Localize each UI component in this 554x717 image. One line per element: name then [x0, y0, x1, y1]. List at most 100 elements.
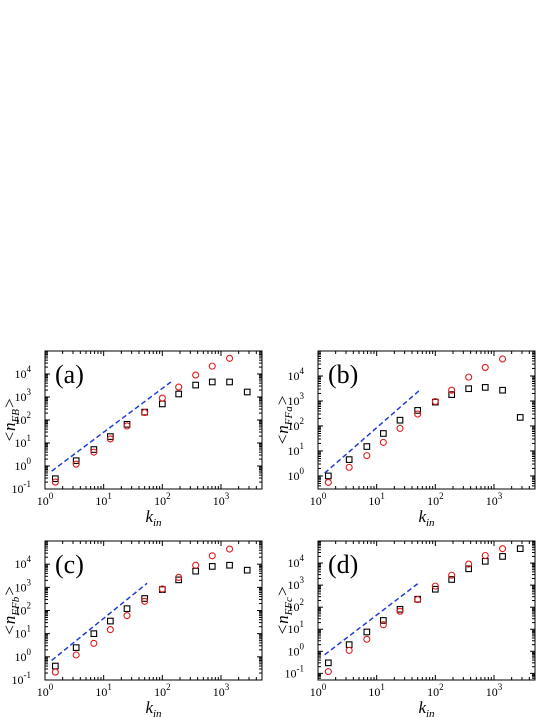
data-point-circle [363, 635, 371, 643]
data-point-circle [51, 478, 59, 486]
data-point-square [499, 386, 506, 394]
data-point-circle [175, 573, 183, 581]
x-tick-label: 102 [154, 491, 171, 508]
data-point-circle [324, 668, 332, 676]
data-point-circle [414, 596, 422, 604]
x-tick-label: 101 [368, 491, 385, 508]
data-point-circle [324, 478, 332, 486]
data-point-square [379, 617, 387, 624]
data-point-circle [158, 394, 166, 402]
data-point-square [208, 378, 216, 386]
data-point-circle [465, 560, 473, 568]
data-point-circle [208, 552, 216, 560]
x-tick-label: 103 [213, 491, 230, 508]
x-tick-label: 103 [486, 491, 503, 508]
data-point-circle [448, 571, 456, 579]
y-tick-label: 100 [288, 641, 305, 658]
fit-line [324, 581, 421, 656]
data-point-square [175, 576, 183, 584]
panel-label: (d) [328, 550, 358, 579]
data-point-square [465, 565, 473, 573]
data-point-circle [363, 452, 371, 460]
data-point-square [123, 605, 131, 613]
data-point-circle [208, 362, 216, 370]
data-point-circle [431, 582, 439, 590]
data-point-square [465, 385, 473, 393]
data-point-square [324, 472, 332, 480]
y-tick-label: 102 [15, 601, 32, 618]
y-tick-label: 10-1 [12, 670, 32, 687]
data-point-circle [465, 373, 473, 381]
data-point-square [516, 414, 524, 421]
panel-label: (b) [328, 360, 358, 389]
data-point-circle [499, 545, 507, 553]
data-point-circle [431, 397, 439, 406]
data-point-circle [123, 612, 131, 620]
x-tick-label: 100 [310, 682, 327, 699]
x-axis-label: kin [145, 507, 162, 529]
data-point-circle [414, 410, 422, 418]
data-point-square [363, 443, 371, 450]
y-axis-label: <nFB> [0, 398, 22, 443]
panel-d: 100 101 102 103 10-1 100 101 102 103 104 (d) kin <nF… [273, 540, 536, 717]
x-tick-label: 102 [154, 682, 171, 699]
data-point-circle [226, 354, 234, 362]
data-point-square [379, 430, 387, 437]
data-point-circle [226, 545, 234, 553]
y-tick-label: 100 [288, 466, 305, 483]
data-point-square [51, 475, 59, 483]
panel-a: 100 101 102 103 10-1 100 101 102 103 104 (a) kin <nF… [0, 350, 263, 529]
y-axis-label: <nFFb> [0, 585, 22, 635]
data-point-square [175, 390, 183, 398]
x-tick-label: 102 [427, 491, 444, 508]
data-point-circle [90, 639, 98, 647]
y-tick-label: 104 [288, 553, 305, 570]
data-point-square [396, 416, 404, 424]
y-axis-label: <nFFc> [273, 586, 295, 636]
x-tick-label: 101 [368, 682, 385, 699]
data-point-square [226, 378, 233, 386]
fit-line [51, 381, 172, 472]
data-point-circle [123, 422, 131, 430]
data-point-square [243, 566, 251, 574]
data-point-square [431, 585, 439, 593]
data-point-square [106, 617, 114, 625]
panel-label: (c) [55, 550, 84, 579]
data-point-circle [192, 371, 200, 379]
data-point-circle [141, 409, 149, 417]
data-point-square [192, 567, 200, 575]
y-tick-label: 103 [288, 391, 305, 408]
y-axis-label: <nFFa> [273, 395, 295, 445]
data-point-circle [448, 386, 456, 394]
x-tick-label: 101 [95, 491, 112, 508]
y-tick-label: 101 [288, 441, 305, 458]
data-point-square [192, 381, 200, 389]
data-point-circle [51, 668, 59, 676]
data-point-circle [345, 463, 353, 471]
y-tick-label: 10-1 [285, 663, 305, 680]
data-point-circle [379, 438, 387, 446]
y-tick-label: 101 [288, 619, 305, 636]
x-axis-label: kin [418, 507, 435, 529]
data-point-square [141, 595, 149, 602]
x-tick-label: 100 [310, 491, 327, 508]
x-tick-label: 100 [37, 682, 54, 699]
data-point-circle [481, 551, 489, 560]
x-axis-label: kin [418, 698, 435, 717]
data-point-square [243, 388, 251, 396]
data-point-square [106, 433, 114, 440]
data-point-circle [396, 607, 404, 615]
data-point-circle [481, 363, 489, 371]
data-point-circle [106, 626, 114, 634]
y-tick-label: 104 [15, 364, 32, 381]
panel-label: (a) [55, 360, 84, 389]
data-point-circle [175, 383, 183, 391]
data-point-square [158, 400, 166, 408]
data-point-square [363, 628, 371, 636]
data-point-circle [192, 561, 200, 569]
data-point-circle [396, 424, 404, 432]
data-point-square [51, 662, 59, 670]
data-point-square [90, 630, 98, 638]
data-point-square [448, 576, 456, 583]
y-tick-label: 100 [15, 456, 32, 473]
